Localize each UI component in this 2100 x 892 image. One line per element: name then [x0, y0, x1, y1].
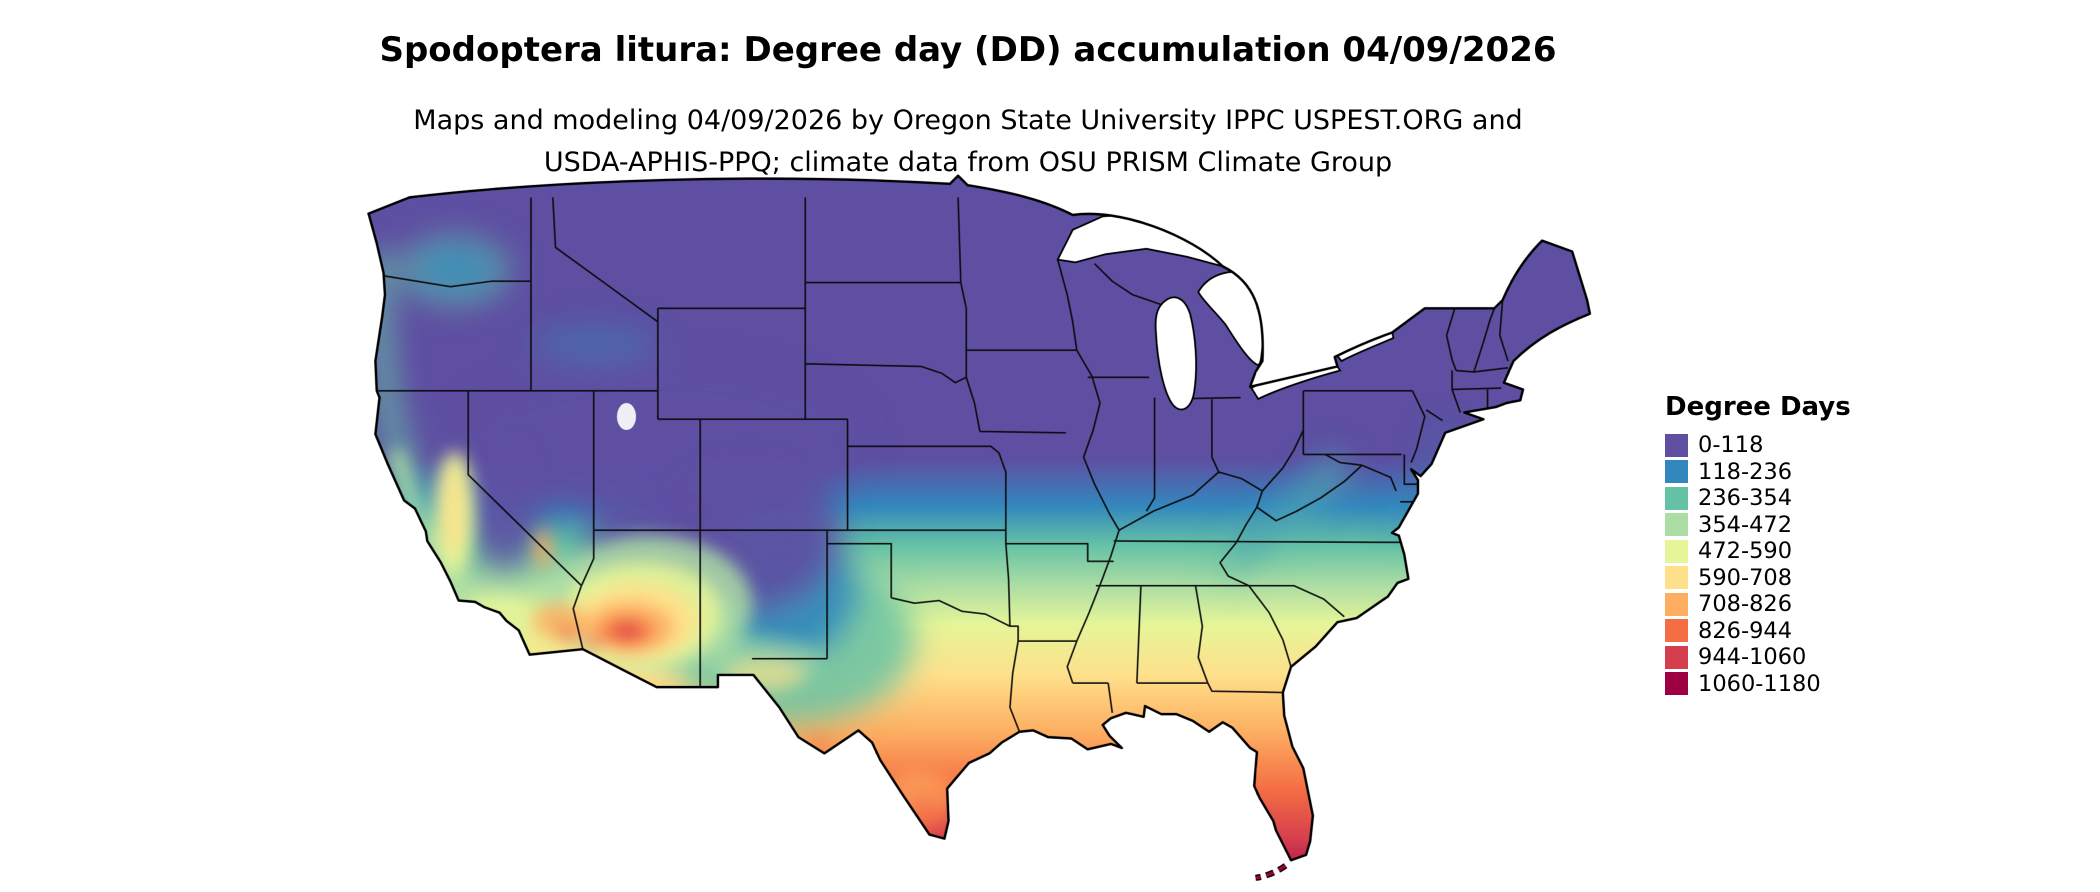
legend-item: 472-590: [1665, 538, 1851, 565]
national-outline: [367, 174, 1592, 862]
legend-label: 0-118: [1698, 432, 1764, 459]
lake-michigan: [1154, 296, 1198, 411]
legend-label: 590-708: [1698, 564, 1793, 591]
legend-swatch: [1665, 460, 1688, 484]
legend-label: 708-826: [1698, 591, 1793, 618]
legend-item: 118-236: [1665, 459, 1851, 486]
legend-item: 1060-1180: [1665, 671, 1851, 698]
legend-item: 944-1060: [1665, 644, 1851, 671]
legend-item: 590-708: [1665, 565, 1851, 592]
legend-swatch: [1665, 566, 1688, 590]
florida-keys: [1255, 864, 1287, 880]
legend-label: 826-944: [1698, 617, 1793, 644]
legend-swatch: [1665, 645, 1688, 669]
legend-items: 0-118 118-236 236-354 354-472 472-590 59…: [1665, 432, 1851, 697]
subtitle-line-1: Maps and modeling 04/09/2026 by Oregon S…: [413, 105, 1523, 136]
great-salt-lake: [616, 402, 637, 431]
legend-item: 354-472: [1665, 512, 1851, 539]
subtitle-line-2: USDA-APHIS-PPQ; climate data from OSU PR…: [543, 146, 1393, 178]
header: Spodoptera litura: Degree day (DD) accum…: [0, 30, 1936, 184]
legend-title: Degree Days: [1665, 392, 1851, 422]
legend-label: 472-590: [1698, 538, 1793, 565]
legend-swatch: [1665, 433, 1688, 457]
legend-label: 236-354: [1698, 485, 1793, 512]
legend: Degree Days 0-118 118-236 236-354 354-47…: [1665, 392, 1851, 697]
us-degree-day-map: [314, 173, 1624, 890]
legend-item: 236-354: [1665, 485, 1851, 512]
legend-swatch: [1665, 539, 1688, 563]
legend-label: 118-236: [1698, 458, 1793, 485]
legend-swatch: [1665, 619, 1688, 643]
legend-swatch: [1665, 672, 1688, 696]
page-title: Spodoptera litura: Degree day (DD) accum…: [379, 30, 1557, 70]
legend-swatch: [1665, 513, 1688, 537]
legend-item: 708-826: [1665, 591, 1851, 618]
legend-item: 826-944: [1665, 618, 1851, 645]
state-boundaries: [376, 197, 1509, 733]
legend-label: 1060-1180: [1698, 670, 1821, 697]
legend-swatch: [1665, 486, 1688, 510]
legend-label: 944-1060: [1698, 644, 1807, 671]
legend-item: 0-118: [1665, 432, 1851, 459]
legend-label: 354-472: [1698, 511, 1793, 538]
legend-swatch: [1665, 592, 1688, 616]
us-map-svg: [367, 174, 1592, 881]
